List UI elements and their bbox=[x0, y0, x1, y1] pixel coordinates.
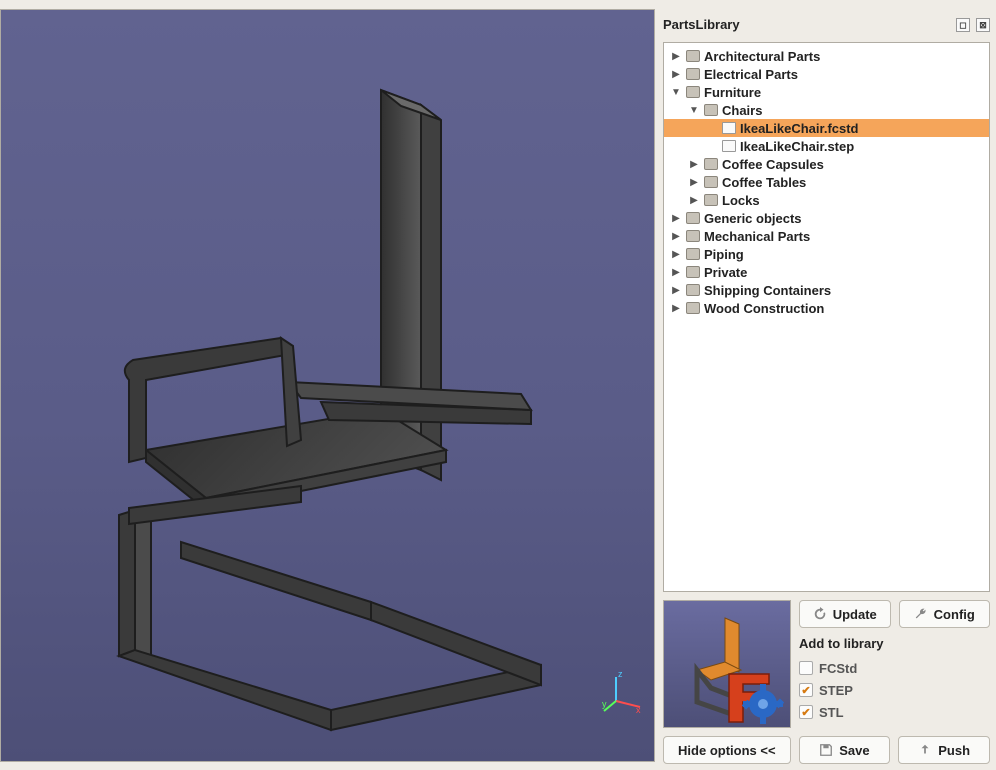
folder-icon bbox=[686, 284, 700, 296]
expand-arrow-icon[interactable]: ▶ bbox=[688, 159, 700, 170]
tree-folder[interactable]: ▶ Wood Construction bbox=[664, 299, 989, 317]
folder-icon bbox=[704, 158, 718, 170]
parts-library-panel: PartsLibrary ◻ ⊠ ▶ Architectural Parts ▶ El… bbox=[655, 9, 996, 770]
tree-item-label: Private bbox=[704, 265, 747, 280]
axis-z-label: z bbox=[618, 671, 623, 679]
tree-folder[interactable]: ▶ Piping bbox=[664, 245, 989, 263]
refresh-icon bbox=[813, 607, 827, 621]
checkbox-icon[interactable]: ✔ bbox=[799, 705, 813, 719]
file-icon bbox=[722, 122, 736, 134]
tree-item-label: Architectural Parts bbox=[704, 49, 820, 64]
expand-arrow-icon[interactable]: ▶ bbox=[688, 177, 700, 188]
tree-folder[interactable]: ▶ Coffee Tables bbox=[664, 173, 989, 191]
tree-item-label: Coffee Capsules bbox=[722, 157, 824, 172]
checkbox-icon[interactable]: ✔ bbox=[799, 683, 813, 697]
tree-folder[interactable]: ▶ Locks bbox=[664, 191, 989, 209]
folder-icon bbox=[686, 86, 700, 98]
axis-y-label: y bbox=[602, 699, 607, 709]
tree-item-label: Electrical Parts bbox=[704, 67, 798, 82]
expand-arrow-icon[interactable]: ▶ bbox=[670, 51, 682, 62]
tree-item-label: IkeaLikeChair.fcstd bbox=[740, 121, 859, 136]
expand-arrow-icon[interactable]: ▶ bbox=[670, 267, 682, 278]
axis-x-label: x bbox=[636, 705, 641, 713]
tree-folder[interactable]: ▶ Shipping Containers bbox=[664, 281, 989, 299]
tree-folder[interactable]: ▶ Architectural Parts bbox=[664, 47, 989, 65]
push-icon bbox=[918, 743, 932, 757]
tree-file[interactable]: IkeaLikeChair.fcstd bbox=[664, 119, 989, 137]
tree-folder[interactable]: ▶ Private bbox=[664, 263, 989, 281]
panel-undock-button[interactable]: ◻ bbox=[956, 18, 970, 32]
save-icon bbox=[819, 743, 833, 757]
chair-model-icon bbox=[1, 10, 655, 762]
checkbox-label: STEP bbox=[819, 683, 853, 698]
config-button[interactable]: Config bbox=[899, 600, 991, 628]
checkbox-label: FCStd bbox=[819, 661, 857, 676]
expand-arrow-icon[interactable]: ▶ bbox=[670, 249, 682, 260]
expand-arrow-icon[interactable]: ▼ bbox=[670, 87, 682, 98]
thumbnail-icon bbox=[667, 604, 787, 724]
push-button[interactable]: Push bbox=[898, 736, 990, 764]
tree-item-label: Chairs bbox=[722, 103, 762, 118]
tree-folder[interactable]: ▶ Mechanical Parts bbox=[664, 227, 989, 245]
folder-icon bbox=[686, 266, 700, 278]
expand-arrow-icon[interactable]: ▼ bbox=[688, 105, 700, 116]
folder-icon bbox=[686, 50, 700, 62]
tree-file[interactable]: IkeaLikeChair.step bbox=[664, 137, 989, 155]
tree-item-label: Generic objects bbox=[704, 211, 802, 226]
folder-icon bbox=[686, 248, 700, 260]
tree-item-label: Mechanical Parts bbox=[704, 229, 810, 244]
tree-item-label: Furniture bbox=[704, 85, 761, 100]
update-button[interactable]: Update bbox=[799, 600, 891, 628]
format-checkbox-row[interactable]: FCStd bbox=[799, 657, 990, 679]
tree-item-label: Wood Construction bbox=[704, 301, 824, 316]
save-button[interactable]: Save bbox=[799, 736, 891, 764]
panel-close-button[interactable]: ⊠ bbox=[976, 18, 990, 32]
expand-arrow-icon[interactable]: ▶ bbox=[670, 285, 682, 296]
folder-icon bbox=[686, 302, 700, 314]
folder-icon bbox=[686, 230, 700, 242]
tree-folder[interactable]: ▶ Electrical Parts bbox=[664, 65, 989, 83]
expand-arrow-icon[interactable]: ▶ bbox=[670, 303, 682, 314]
checkbox-label: STL bbox=[819, 705, 844, 720]
tree-folder[interactable]: ▼ Chairs bbox=[664, 101, 989, 119]
tree-folder[interactable]: ▶ Generic objects bbox=[664, 209, 989, 227]
expand-arrow-icon[interactable]: ▶ bbox=[670, 213, 682, 224]
wrench-icon bbox=[914, 607, 928, 621]
folder-icon bbox=[704, 104, 718, 116]
folder-icon bbox=[704, 176, 718, 188]
tree-item-label: Shipping Containers bbox=[704, 283, 831, 298]
parts-tree[interactable]: ▶ Architectural Parts ▶ Electrical Parts ▼ Fu… bbox=[663, 42, 990, 592]
hide-options-button[interactable]: Hide options << bbox=[663, 736, 791, 764]
folder-icon bbox=[704, 194, 718, 206]
folder-icon bbox=[686, 68, 700, 80]
tree-folder[interactable]: ▶ Coffee Capsules bbox=[664, 155, 989, 173]
add-to-library-label: Add to library bbox=[799, 634, 990, 651]
tree-item-label: Locks bbox=[722, 193, 760, 208]
expand-arrow-icon[interactable]: ▶ bbox=[670, 69, 682, 80]
main-toolbar bbox=[0, 0, 996, 9]
3d-viewport[interactable]: z x y bbox=[0, 9, 655, 762]
part-thumbnail bbox=[663, 600, 791, 728]
folder-icon bbox=[686, 212, 700, 224]
expand-arrow-icon[interactable]: ▶ bbox=[688, 195, 700, 206]
axis-gizmo-icon: z x y bbox=[602, 671, 644, 713]
tree-item-label: IkeaLikeChair.step bbox=[740, 139, 854, 154]
format-checkbox-row[interactable]: ✔ STL bbox=[799, 701, 990, 723]
file-icon bbox=[722, 140, 736, 152]
tree-folder[interactable]: ▼ Furniture bbox=[664, 83, 989, 101]
tree-item-label: Piping bbox=[704, 247, 744, 262]
expand-arrow-icon[interactable]: ▶ bbox=[670, 231, 682, 242]
checkbox-icon[interactable] bbox=[799, 661, 813, 675]
tree-item-label: Coffee Tables bbox=[722, 175, 806, 190]
format-checkbox-row[interactable]: ✔ STEP bbox=[799, 679, 990, 701]
panel-title: PartsLibrary bbox=[663, 17, 740, 32]
